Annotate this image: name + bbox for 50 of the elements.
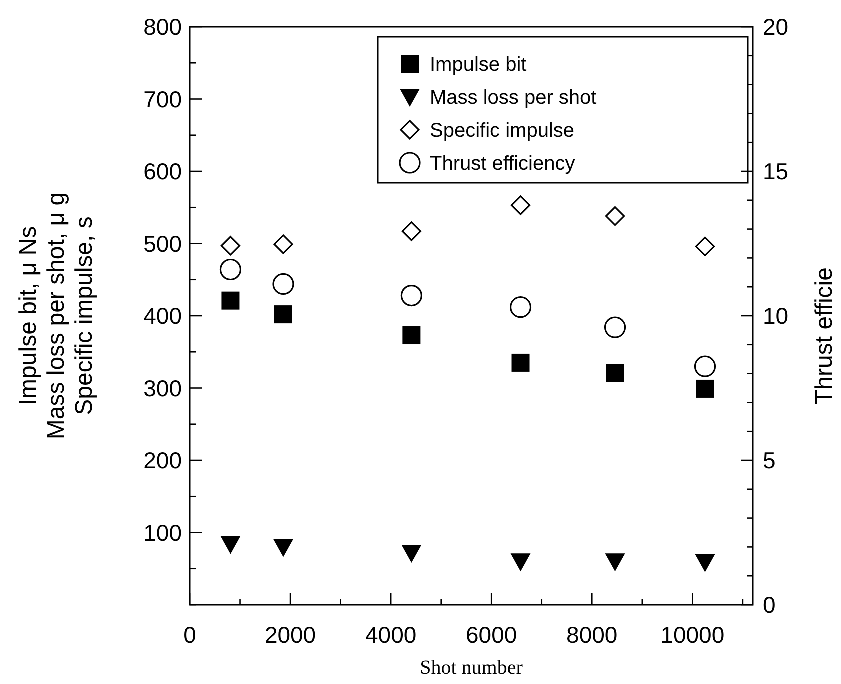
y2-tick-label: 0 — [763, 592, 776, 618]
y2-tick-label: 5 — [763, 448, 776, 474]
legend-label: Thrust efficiency — [430, 153, 576, 175]
y2-tick-label: 15 — [763, 158, 789, 184]
x-tick-label: 2000 — [264, 622, 316, 648]
y-tick-label: 300 — [144, 375, 182, 402]
point — [604, 316, 626, 338]
point — [274, 306, 292, 324]
y-tick-label: 200 — [144, 448, 182, 474]
point — [402, 326, 421, 345]
point — [400, 284, 422, 307]
point — [694, 356, 716, 378]
y-tick-label: 100 — [144, 520, 182, 546]
y-axis-title: Impulse bit, μ Ns Mass loss per shot, μ g Specific impulse, s — [15, 192, 98, 440]
point — [274, 234, 294, 254]
y-tick-label: 700 — [144, 86, 182, 112]
y-tick-label: 800 — [144, 14, 182, 40]
point — [274, 539, 294, 558]
point — [402, 544, 422, 563]
x-axis-title: Shot number — [420, 657, 524, 679]
y2-tick-label: 20 — [763, 14, 789, 40]
point — [605, 554, 626, 572]
point — [222, 292, 240, 310]
point — [220, 258, 242, 281]
y2-axis-title: Thrust efficie — [811, 268, 838, 404]
point — [695, 554, 716, 572]
point — [606, 364, 624, 382]
point — [512, 354, 530, 372]
point — [220, 236, 241, 256]
x-tick-label: 10000 — [660, 622, 725, 648]
point — [220, 536, 241, 554]
legend-label: Specific impulse — [430, 120, 575, 142]
point — [605, 206, 626, 226]
point — [510, 196, 531, 216]
y-tick-label: 600 — [144, 158, 182, 184]
point — [696, 380, 714, 398]
x-tick-label: 6000 — [466, 622, 518, 648]
x-tick-label: 8000 — [566, 622, 618, 648]
point — [695, 236, 716, 256]
x-tick-label: 4000 — [365, 622, 417, 648]
legend-label: Mass loss per shot — [430, 87, 598, 109]
x-tick-label: 0 — [184, 622, 196, 648]
y2-tick-label: 10 — [763, 303, 789, 329]
point — [510, 296, 532, 318]
legend-label: Impulse bit — [430, 54, 528, 76]
point — [272, 273, 294, 296]
point — [402, 222, 422, 242]
y-tick-label: 400 — [144, 303, 182, 329]
y-tick-label: 500 — [144, 230, 182, 257]
point — [510, 554, 531, 572]
